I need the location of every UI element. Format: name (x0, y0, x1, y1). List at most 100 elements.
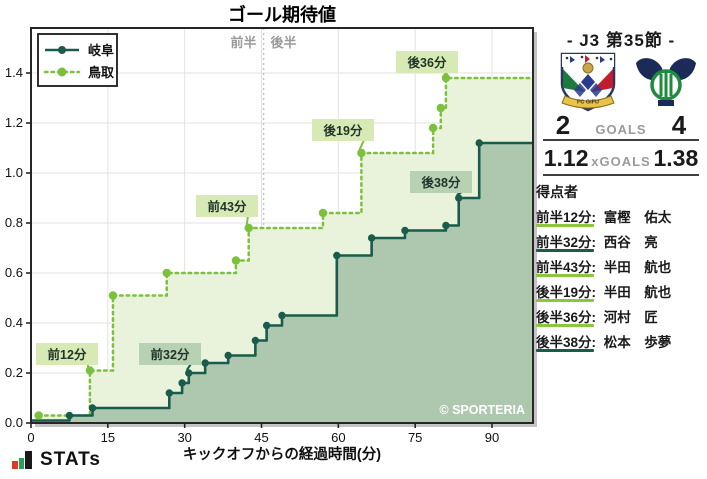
tottori-event-dot (441, 73, 451, 83)
divider (543, 174, 699, 176)
tottori-xg-line (37, 76, 535, 417)
goal-annotation-box (196, 195, 258, 217)
y-tick-label: 0.6 (5, 265, 23, 280)
away-xgoals: 1.38 (653, 145, 699, 171)
scorer-row: 前半32分: 西谷 亮 (536, 231, 706, 255)
gifu-event-dot (178, 379, 186, 387)
first-half-label: 前半 (231, 35, 257, 50)
gifu-event-dot (475, 139, 483, 147)
y-tick-label: 0.8 (5, 215, 23, 230)
legend-tottori-dot (57, 67, 67, 77)
goal-annotation-label: 後36分 (408, 55, 447, 70)
chart-title: ゴール期待値 (228, 4, 336, 25)
match-title: - J3 第35節 - (566, 31, 676, 50)
gifu-event-dot (165, 389, 174, 397)
scorer-row: 前半43分: 半田 航也 (536, 256, 706, 280)
scorer-time: 後半19分: (536, 285, 597, 300)
x-tick-label: 45 (254, 430, 268, 445)
scorer-underline (536, 324, 594, 327)
y-tick-label: 1.4 (5, 65, 23, 80)
legend-gifu-label: 岐阜 (88, 43, 114, 58)
scorer-time: 後半36分: (536, 310, 597, 325)
gifu-event-dot (224, 351, 232, 360)
scorer-underline (536, 274, 594, 277)
legend-gifu-dot (58, 46, 66, 54)
bar-chart-icon (12, 450, 34, 470)
gifu-event-dot (88, 404, 97, 412)
scorer-row: 後半19分: 半田 航也 (536, 281, 706, 305)
home-xgoals: 1.12 (543, 145, 589, 171)
sporteria-watermark: © SPORTERIA (439, 403, 525, 417)
goal-annotation-box (36, 343, 98, 365)
gifu-event-dot (262, 321, 271, 330)
y-tick-label: 0.4 (5, 315, 23, 330)
xgoals-label: xGOALS (591, 154, 651, 169)
x-tick-label: 0 (27, 430, 34, 445)
scorer-time: 前半43分: (536, 260, 597, 275)
gifu-event-dot (185, 369, 193, 377)
scorer-row: 後半36分: 河村 匠 (536, 306, 706, 330)
goals-row: 2 GOALS 4 (541, 110, 701, 141)
gifu-area-fill (31, 143, 533, 423)
scorer-underline (536, 349, 594, 352)
y-tick-label: 0.2 (5, 365, 23, 380)
x-tick-label: 90 (485, 430, 499, 445)
gifu-event-dot (442, 221, 450, 230)
gifu-team-logo: FC GIFU (560, 52, 616, 112)
goal-annotation-box (139, 343, 201, 365)
goal-annotation-arrow (245, 215, 249, 226)
goal-annotation-label: 後38分 (422, 175, 461, 190)
y-tick-label: 0.0 (5, 415, 23, 430)
goal-annotation-box (410, 171, 472, 193)
tottori-event-dot (85, 366, 95, 375)
scorer-time: 前半12分: (536, 210, 597, 225)
scorer-time: 前半32分: (536, 235, 597, 250)
scorer-name: 松本 歩夢 (603, 335, 672, 350)
goal-annotation-box (312, 119, 374, 141)
x-tick-label: 15 (101, 430, 115, 445)
legend-tottori-label: 鳥取 (88, 65, 115, 80)
gifu-event-dot (367, 234, 376, 242)
x-tick-label: 60 (331, 430, 345, 445)
scorer-name: 半田 航也 (603, 260, 672, 275)
y-tick-label: 1.2 (5, 115, 23, 130)
svg-text:FC GIFU: FC GIFU (577, 100, 599, 106)
gifu-event-dot (65, 411, 74, 420)
tottori-event-dot (34, 411, 43, 420)
tottori-event-dot (108, 291, 118, 300)
match-summary-panel: - J3 第35節 - FC GIFU 2 GOALS 4 (535, 0, 707, 479)
tottori-event-dot (244, 223, 253, 233)
scorer-underline (536, 224, 594, 227)
goals-label: GOALS (595, 122, 647, 137)
x-tick-label: 75 (408, 430, 422, 445)
scorer-underline (536, 249, 594, 252)
gifu-event-dot (201, 359, 209, 367)
gifu-event-dot (278, 311, 286, 320)
stats-brand-logo: STATs (12, 450, 101, 470)
scorer-name: 富樫 佑太 (603, 210, 672, 225)
goal-annotation-label: 前32分 (151, 347, 190, 362)
second-half-label: 後半 (271, 35, 297, 50)
legend-box (37, 33, 118, 87)
divider (543, 139, 699, 141)
scorer-name: 西谷 亮 (603, 235, 658, 250)
tottori-event-dot (318, 208, 328, 218)
tottori-event-dot (357, 148, 366, 158)
home-goals: 2 (555, 110, 571, 140)
stats-logo-text: STATs (40, 449, 101, 470)
goal-annotation-label: 前12分 (48, 347, 87, 362)
gifu-event-dot (401, 226, 409, 235)
scorers-title: 得点者 (536, 184, 578, 200)
tottori-event-dot (428, 123, 438, 133)
scorer-time: 後半38分: (536, 335, 597, 350)
gifu-event-dot (455, 194, 463, 202)
goal-annotation-arrow (358, 139, 365, 151)
xgoals-row: 1.12 xGOALS 1.38 (541, 145, 701, 172)
plot-border (30, 27, 534, 424)
x-axis-label: キックオフからの経過時間(分) (183, 445, 381, 463)
y-tick-label: 1.0 (5, 165, 23, 180)
tottori-event-dot (436, 103, 445, 113)
gifu-event-dot (251, 336, 260, 345)
